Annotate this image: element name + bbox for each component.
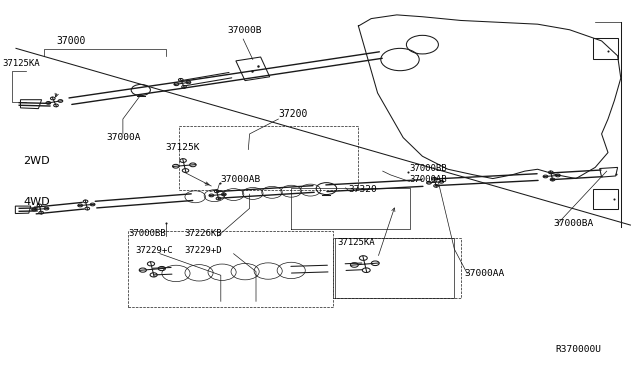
Text: 2WD: 2WD xyxy=(23,156,50,166)
Text: 37000AB: 37000AB xyxy=(220,175,260,184)
Text: 37000BA: 37000BA xyxy=(553,219,593,228)
Text: R370000U: R370000U xyxy=(556,344,602,353)
Text: 37229+C: 37229+C xyxy=(136,246,173,255)
Text: 37000AA: 37000AA xyxy=(465,269,505,278)
Text: 37125KA: 37125KA xyxy=(3,59,40,68)
Text: 37000BB: 37000BB xyxy=(128,229,166,238)
Text: 4WD: 4WD xyxy=(23,197,50,207)
Text: 37125K: 37125K xyxy=(165,142,200,151)
Text: 37000A: 37000A xyxy=(107,133,141,142)
Text: 37320: 37320 xyxy=(349,185,378,193)
Text: 37000: 37000 xyxy=(56,36,86,46)
Text: 37000BB: 37000BB xyxy=(410,164,447,173)
Text: 37226KB: 37226KB xyxy=(184,229,222,238)
Text: 37200: 37200 xyxy=(278,109,308,119)
Text: 37229+D: 37229+D xyxy=(184,246,222,255)
Text: 37125KA: 37125KA xyxy=(337,238,375,247)
Text: 37000B: 37000B xyxy=(227,26,262,35)
Text: 37000AB: 37000AB xyxy=(410,175,447,184)
